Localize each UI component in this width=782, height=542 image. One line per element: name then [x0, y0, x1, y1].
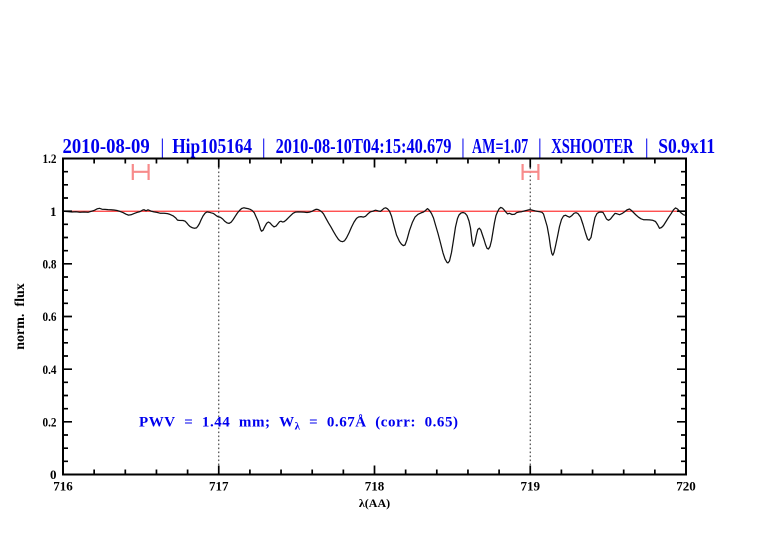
svg-text:719: 719	[521, 479, 541, 494]
svg-text:λ(AA): λ(AA)	[359, 496, 390, 510]
svg-text:0.2: 0.2	[43, 414, 57, 429]
svg-text:0.4: 0.4	[43, 362, 57, 377]
svg-text:717: 717	[209, 479, 229, 494]
svg-text:XSHOOTER: XSHOOTER	[551, 134, 634, 158]
svg-text:0: 0	[50, 467, 57, 482]
svg-text:0.8: 0.8	[43, 256, 57, 271]
svg-text:720: 720	[676, 479, 696, 494]
svg-text:|: |	[161, 134, 164, 158]
svg-text:Hip105164: Hip105164	[172, 134, 252, 158]
svg-text:1: 1	[50, 204, 57, 219]
svg-text:norm. flux: norm. flux	[13, 283, 28, 350]
svg-text:2010-08-10T04:15:40.679: 2010-08-10T04:15:40.679	[276, 134, 452, 158]
svg-text:|: |	[538, 134, 541, 158]
svg-text:S0.9x11: S0.9x11	[658, 134, 715, 158]
svg-text:PWV = 1.44 mm; Wλ = 0.67: PWV = 1.44 mm; Wλ = 0.67Å (corr: 0.65)	[139, 415, 458, 433]
svg-text:718: 718	[365, 479, 385, 494]
svg-text:2010-08-09: 2010-08-09	[63, 134, 150, 158]
svg-text:0.6: 0.6	[43, 309, 57, 324]
svg-text:|: |	[645, 134, 648, 158]
svg-text:|: |	[461, 134, 464, 158]
svg-text:716: 716	[53, 479, 73, 494]
svg-text:AM=1.07: AM=1.07	[472, 134, 528, 158]
svg-text:1.2: 1.2	[43, 151, 57, 166]
svg-text:|: |	[262, 134, 265, 158]
